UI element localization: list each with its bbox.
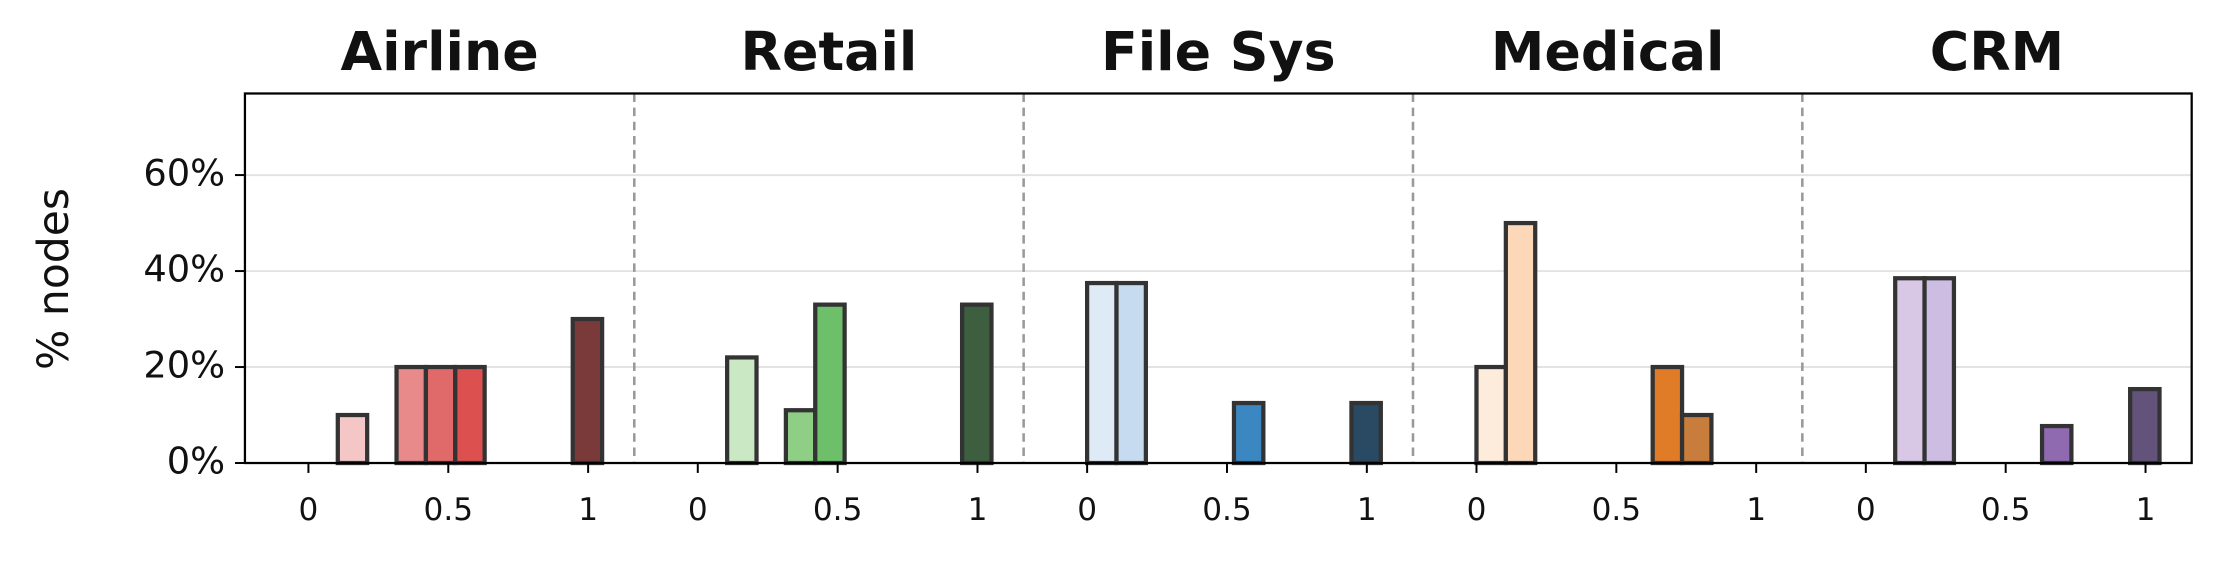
x-tick-label: 0 (1856, 492, 1876, 528)
y-tick-label: 60% (143, 152, 225, 195)
x-tick-label: 0.5 (813, 492, 863, 528)
x-tick-label: 0.5 (1592, 492, 1642, 528)
bar (959, 302, 994, 466)
y-tick-label: 20% (143, 344, 225, 387)
x-tick-label: 1 (1357, 492, 1377, 528)
bar (2039, 423, 2074, 466)
bar (1231, 400, 1266, 466)
bar (725, 355, 759, 466)
x-tick-label: 0 (1077, 492, 1097, 528)
x-tick-label: 1 (578, 492, 598, 528)
x-tick-label: 1 (1746, 492, 1766, 528)
bar (1922, 276, 1957, 466)
bar (1114, 280, 1148, 466)
marks (335, 220, 2162, 466)
bar (335, 412, 370, 466)
bar (1474, 364, 1508, 466)
panel-title: File Sys (1101, 20, 1336, 83)
y-axis-label: % nodes (30, 188, 79, 370)
x-tick-label: 0 (688, 492, 708, 528)
x-tick-label: 0 (1467, 492, 1487, 528)
bar (570, 316, 605, 466)
bar (1085, 280, 1119, 466)
bar (423, 364, 458, 466)
y-tick-label: 0% (167, 440, 225, 483)
y-tick-label: 40% (143, 248, 225, 291)
bar (1349, 400, 1383, 466)
bar (1893, 276, 1927, 466)
x-tick-label: 1 (2136, 492, 2156, 528)
bar (2128, 386, 2162, 466)
bar (1503, 220, 1538, 466)
x-tick-label: 0.5 (1981, 492, 2031, 528)
bar (783, 408, 818, 466)
bar (813, 302, 847, 466)
x-tick-label: 1 (968, 492, 988, 528)
bar (394, 364, 429, 466)
x-tick-label: 0.5 (1202, 492, 1252, 528)
x-tick-label: 0 (299, 492, 319, 528)
x-tick-label: 0.5 (424, 492, 474, 528)
labels: 0% 20% 40% 60% Airline 0 0.5 1 Retail 0 0.5 1 File S… (143, 20, 2155, 528)
bar (453, 364, 487, 466)
bar (1679, 412, 1714, 466)
bar (1650, 364, 1685, 466)
panel-title: Retail (741, 20, 918, 83)
panel-title: Airline (340, 20, 538, 83)
panel-title: CRM (1930, 20, 2064, 83)
axes-frame (243, 92, 2193, 465)
panel-title: Medical (1491, 20, 1725, 83)
